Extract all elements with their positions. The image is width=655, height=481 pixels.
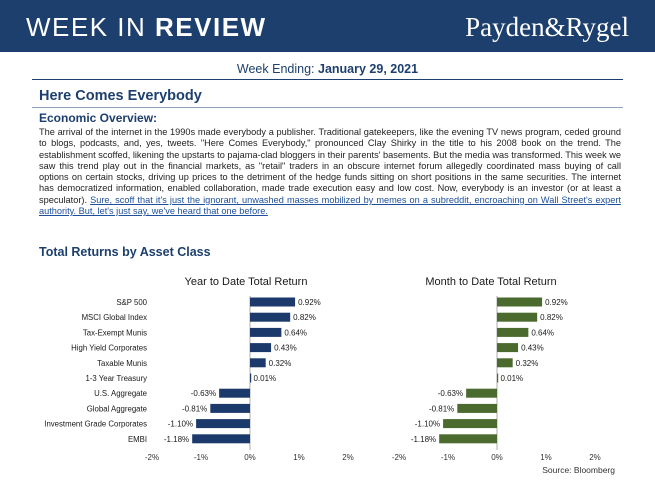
data-label: 0.92%	[545, 298, 568, 307]
bar-0-7	[210, 403, 250, 413]
tick-label: 1%	[540, 453, 552, 462]
bar-1-4	[497, 358, 513, 368]
week-ending: Week Ending: January 29, 2021	[236, 62, 419, 76]
tick-label: 2%	[589, 453, 601, 462]
returns-charts: Year to Date Total Return 0.92% S&P 500 0.8…	[44, 276, 601, 462]
bar-1-0	[497, 297, 543, 307]
header-banner: WEEK IN REVIEW Payden&Rygel	[0, 0, 655, 52]
bar-0-9	[192, 434, 250, 444]
bar-1-2	[497, 327, 529, 337]
returns-title: Total Returns by Asset Class	[39, 245, 211, 259]
data-label: 0.01%	[253, 374, 276, 383]
data-label: -1.18%	[164, 435, 189, 444]
bar-1-5	[497, 373, 499, 383]
overview-link[interactable]: Sure, scoff that it's just the ignorant,…	[39, 194, 621, 217]
data-label: 0.64%	[531, 328, 554, 337]
data-label: 0.43%	[274, 344, 297, 353]
divider	[32, 107, 623, 108]
data-label: -0.63%	[191, 389, 216, 398]
bar-0-5	[250, 373, 252, 383]
data-label: -1.10%	[415, 420, 440, 429]
data-label: -1.18%	[411, 435, 436, 444]
bar-0-8	[196, 419, 250, 429]
tick-label: 1%	[293, 453, 305, 462]
data-label: -0.63%	[438, 389, 463, 398]
category-label: Investment Grade Corporates	[44, 420, 147, 429]
bar-0-2	[250, 327, 282, 337]
section-label: Economic Overview:	[39, 111, 158, 125]
data-label: 0.43%	[521, 344, 544, 353]
category-label: U.S. Aggregate	[94, 389, 147, 398]
tick-label: -2%	[392, 453, 406, 462]
data-label: 0.32%	[269, 359, 292, 368]
data-label: 0.82%	[293, 313, 316, 322]
data-label: -0.81%	[182, 404, 207, 413]
category-label: 1-3 Year Treasury	[85, 374, 147, 383]
category-label: High Yield Corporates	[71, 344, 147, 353]
bar-0-3	[250, 343, 272, 353]
divider	[32, 79, 623, 80]
data-label: 0.32%	[516, 359, 539, 368]
bar-1-1	[497, 312, 538, 322]
category-label: Tax-Exempt Munis	[83, 328, 147, 337]
bar-1-9	[439, 434, 497, 444]
data-label: -0.81%	[429, 404, 454, 413]
tick-label: -2%	[145, 453, 159, 462]
overview-text: The arrival of the internet in the 1990s…	[39, 127, 621, 217]
chart-title: Month to Date Total Return	[425, 276, 556, 288]
data-label: 0.64%	[284, 328, 307, 337]
category-label: MSCI Global Index	[82, 313, 148, 322]
bar-0-1	[250, 312, 291, 322]
bar-1-6	[466, 388, 497, 398]
category-label: EMBI	[128, 435, 147, 444]
tick-label: 0%	[244, 453, 256, 462]
bar-0-4	[250, 358, 266, 368]
data-label: 0.01%	[500, 374, 523, 383]
category-label: Taxable Munis	[97, 359, 147, 368]
source-note: Source: Bloomberg	[542, 465, 615, 475]
data-label: -1.10%	[168, 420, 193, 429]
bar-0-0	[250, 297, 296, 307]
bar-1-8	[443, 419, 497, 429]
company-logo: Payden&Rygel	[465, 12, 629, 42]
category-label: Global Aggregate	[87, 404, 147, 413]
data-label: 0.82%	[540, 313, 563, 322]
bar-1-3	[497, 343, 519, 353]
tick-label: 2%	[342, 453, 354, 462]
bar-1-7	[457, 403, 497, 413]
header-title: WEEK IN REVIEW	[26, 12, 267, 42]
category-label: S&P 500	[116, 298, 147, 307]
tick-label: -1%	[441, 453, 455, 462]
data-label: 0.92%	[298, 298, 321, 307]
chart-title: Year to Date Total Return	[185, 276, 308, 288]
bar-0-6	[219, 388, 250, 398]
headline: Here Comes Everybody	[39, 88, 202, 104]
tick-label: 0%	[491, 453, 503, 462]
tick-label: -1%	[194, 453, 208, 462]
overview-body: The arrival of the internet in the 1990s…	[39, 127, 621, 205]
